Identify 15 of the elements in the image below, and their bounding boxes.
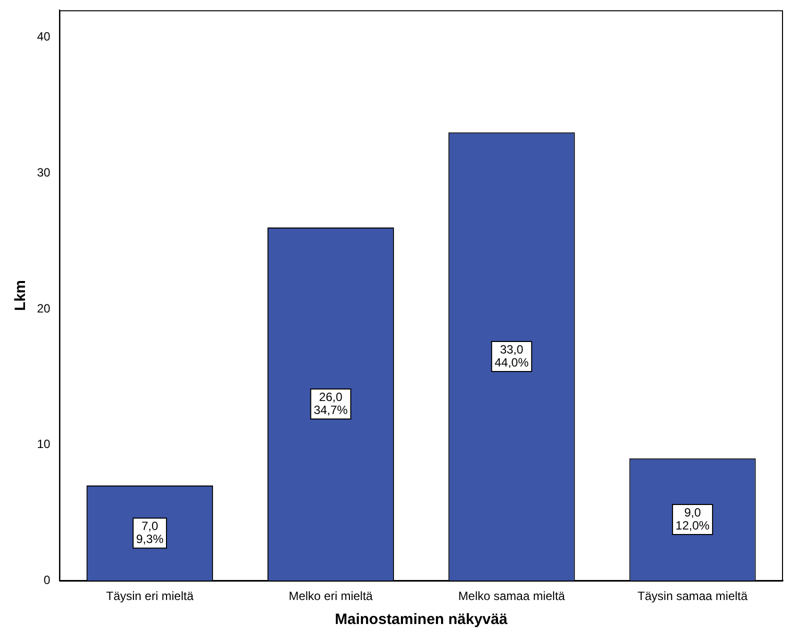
data-label: 9,0 12,0% — [676, 505, 710, 532]
y-axis-title: Lkm — [12, 280, 30, 311]
data-label: 7,0 9,3% — [136, 518, 164, 546]
y-tick-label: 40 — [36, 30, 51, 44]
y-tick-label: 20 — [36, 301, 51, 316]
x-tick-label: Täysin eri mieltä — [106, 589, 194, 604]
x-tick-label: Melko samaa mieltä — [458, 589, 566, 604]
x-tick-label: Melko eri mieltä — [288, 589, 374, 604]
data-label: 33,0 44,0% — [494, 342, 529, 370]
y-tick-label: 0 — [44, 572, 51, 587]
x-axis-title: Mainostaminen näkyvää — [334, 611, 508, 628]
data-label: 26,0 34,7% — [314, 390, 348, 417]
y-tick-label: 10 — [36, 437, 51, 452]
x-tick-label: Täysin samaa mieltä — [638, 589, 748, 604]
y-tick-label: 30 — [36, 165, 51, 180]
